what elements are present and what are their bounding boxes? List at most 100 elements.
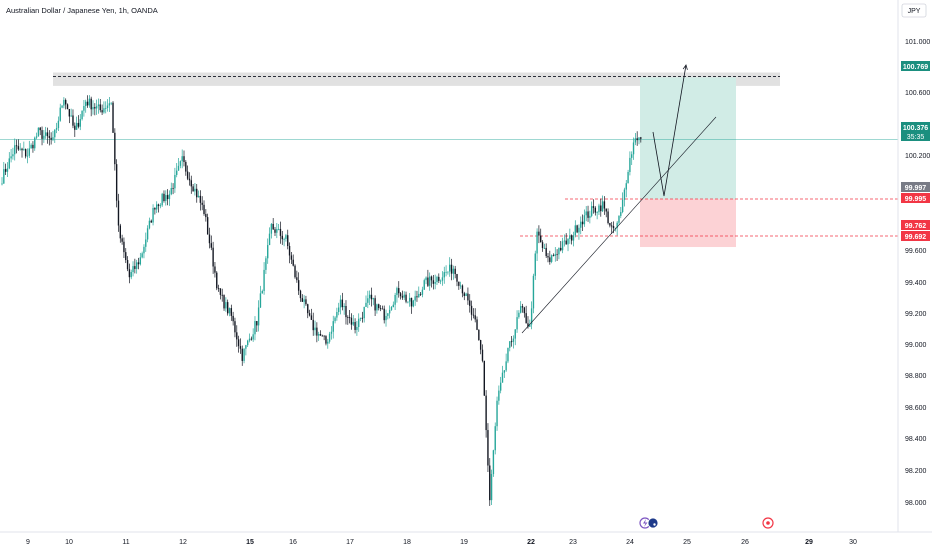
candle: [168, 190, 171, 206]
candle-body: [576, 225, 578, 233]
candle: [392, 301, 394, 308]
candle: [237, 335, 240, 353]
candle: [230, 304, 233, 321]
candle-body: [223, 295, 225, 309]
candle: [103, 101, 105, 114]
candle-body: [81, 110, 83, 120]
candle: [46, 127, 49, 144]
candle: [345, 300, 347, 325]
candle-body: [518, 312, 520, 318]
candle-body: [350, 317, 353, 325]
currency-button[interactable]: JPY: [901, 3, 927, 18]
candle-body: [341, 299, 344, 308]
candle: [481, 344, 484, 363]
au-flag-icon[interactable]: [647, 517, 659, 529]
candle-body: [174, 174, 176, 189]
candle: [487, 423, 489, 472]
candle: [618, 215, 620, 225]
countdown-text: 35:35: [907, 134, 925, 141]
candle-body: [625, 183, 627, 190]
candle-body: [383, 308, 385, 321]
candle-body: [520, 306, 522, 313]
x-axis[interactable]: 9 10 11 12 15 16 17 18 19 22 23 24 25 26…: [26, 539, 857, 546]
candle-body: [365, 302, 367, 307]
candle-body: [17, 146, 20, 150]
candle: [34, 136, 36, 151]
x-tick-label: 19: [460, 539, 468, 546]
candle-body: [348, 317, 351, 319]
candle: [574, 220, 576, 238]
candle-body: [361, 317, 364, 319]
x-tick-label: 12: [179, 539, 187, 546]
y-tick-label: 100.200: [905, 153, 930, 160]
candle: [576, 224, 578, 234]
candle-body: [288, 246, 291, 256]
candle-body: [547, 256, 549, 258]
candle: [587, 205, 589, 222]
candle: [68, 108, 71, 124]
candle: [616, 221, 618, 236]
candle: [205, 209, 207, 222]
stop-secondary-price-text: 99.692: [905, 234, 927, 241]
entry-price-text: 99.997: [905, 185, 927, 192]
candle: [63, 97, 65, 109]
candle: [452, 265, 455, 280]
candle-body: [439, 280, 442, 282]
entry-secondary-price-text: 99.995: [905, 196, 927, 203]
candle: [190, 175, 192, 194]
candle: [614, 227, 617, 232]
candle-body: [589, 215, 591, 218]
chart-title: Australian Dollar / Japanese Yen, 1h, OA…: [6, 6, 158, 15]
candle: [161, 192, 163, 207]
candle: [214, 261, 216, 278]
candle: [354, 318, 356, 334]
candle: [332, 315, 334, 339]
candle-body: [323, 335, 325, 337]
candle: [416, 290, 418, 302]
candle-body: [150, 220, 152, 223]
candle-body: [569, 235, 571, 240]
candle: [463, 291, 465, 301]
candle: [150, 219, 152, 223]
candle: [66, 103, 69, 110]
candle: [181, 149, 183, 169]
candle-body: [310, 315, 313, 320]
candle-body: [15, 145, 18, 147]
candle: [580, 216, 582, 235]
candle: [308, 309, 311, 317]
candle-body: [294, 265, 296, 278]
candle: [476, 316, 478, 331]
candle: [41, 126, 43, 146]
x-tick-label: 9: [26, 539, 30, 546]
candle-body: [414, 296, 416, 301]
y-axis[interactable]: 101.000 100.600 100.200 99.600 99.400 99…: [905, 39, 930, 507]
candle: [365, 295, 367, 308]
candle-body: [74, 125, 76, 130]
candle-body: [434, 282, 436, 284]
candle: [259, 285, 262, 309]
candle-body: [196, 188, 198, 198]
candle: [447, 271, 449, 275]
plot-area[interactable]: [0, 0, 898, 532]
candle-body: [319, 333, 322, 336]
candle: [330, 326, 333, 340]
candle-body: [46, 132, 49, 137]
candle-body: [228, 308, 231, 314]
economic-event-icons[interactable]: [639, 517, 774, 529]
candle-body: [276, 229, 278, 233]
candle-body: [363, 306, 365, 319]
candle: [530, 301, 533, 330]
candle: [459, 281, 462, 289]
candle-body: [403, 294, 405, 298]
candle: [525, 305, 527, 324]
candle-body: [126, 260, 129, 270]
candle: [627, 169, 629, 184]
candle-body: [143, 246, 145, 254]
candle: [499, 376, 502, 394]
candle-body: [59, 107, 61, 121]
candle-body: [66, 104, 69, 109]
candle: [319, 330, 322, 336]
candle: [97, 98, 100, 114]
candle: [620, 206, 622, 219]
